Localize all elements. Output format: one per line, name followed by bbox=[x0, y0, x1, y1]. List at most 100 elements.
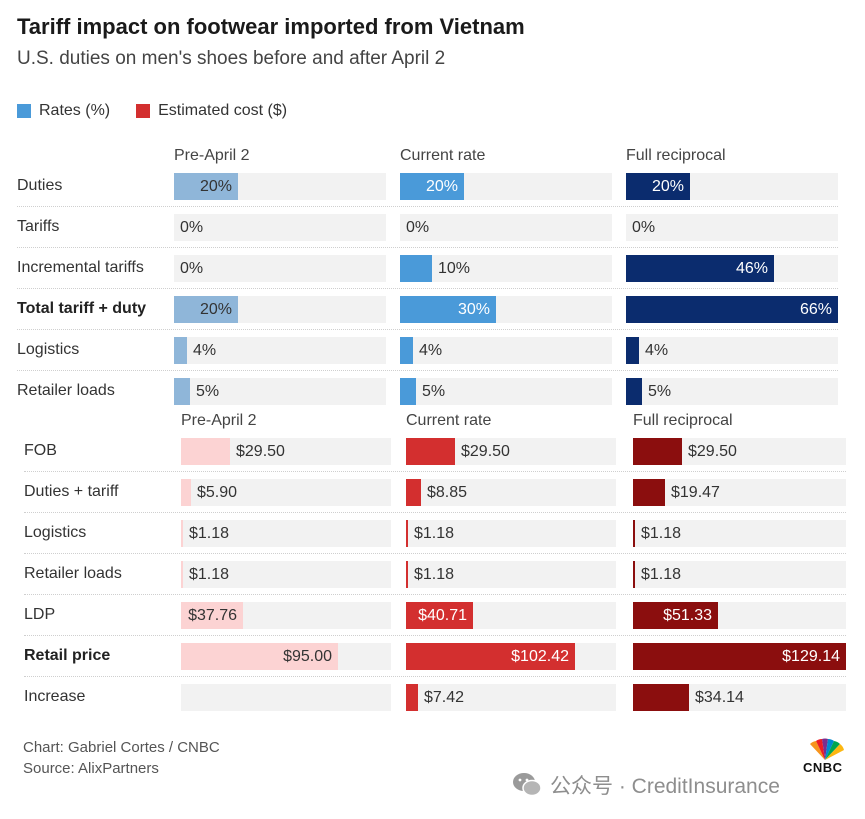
data-label: $95.00 bbox=[283, 647, 332, 665]
data-label: $29.50 bbox=[461, 442, 510, 460]
row-label-rates-incremental-tariffs: Incremental tariffs bbox=[17, 259, 144, 276]
chart-credit: Chart: Gabriel Cortes / CNBC bbox=[23, 739, 220, 756]
bar-track: 5% bbox=[626, 378, 838, 405]
bar-track: $37.76 bbox=[181, 602, 391, 629]
data-label: $1.18 bbox=[641, 524, 682, 542]
bar-track: 20% bbox=[400, 173, 612, 200]
bar-track: $1.18 bbox=[181, 520, 391, 547]
legend: Rates (%) Estimated cost ($) bbox=[17, 102, 287, 120]
bar-rates-duties-pre-april-2 bbox=[174, 173, 238, 200]
column-header-rates-current-rate: Current rate bbox=[400, 147, 486, 164]
legend-label-cost: Estimated cost ($) bbox=[158, 102, 288, 119]
bar-rates-total-tariff-duty-full-reciprocal bbox=[626, 296, 838, 323]
row-separator bbox=[24, 676, 846, 677]
data-label: 20% bbox=[199, 300, 232, 318]
data-label: $29.50 bbox=[236, 442, 285, 460]
data-label: $1.18 bbox=[414, 524, 455, 542]
data-label: $19.47 bbox=[671, 483, 720, 501]
bar-cost-retail-price-pre-april-2 bbox=[181, 643, 338, 670]
bar-track: $40.71 bbox=[406, 602, 616, 629]
bar-track: $1.18 bbox=[406, 561, 616, 588]
data-label: 5% bbox=[648, 382, 672, 400]
bar-rates-duties-full-reciprocal bbox=[626, 173, 690, 200]
column-header-cost-pre-april-2: Pre-April 2 bbox=[181, 412, 257, 429]
watermark-text: 公众号 · CreditInsurance bbox=[550, 775, 780, 798]
bar-track: $95.00 bbox=[181, 643, 391, 670]
row-label-cost-retail-price: Retail price bbox=[24, 647, 111, 664]
column-header-rates-pre-april-2: Pre-April 2 bbox=[174, 147, 250, 164]
bar-track: $102.42 bbox=[406, 643, 616, 670]
data-label: 0% bbox=[180, 218, 204, 236]
bar-rates-total-tariff-duty-pre-april-2 bbox=[174, 296, 238, 323]
bar-cost-ldp-full-reciprocal bbox=[633, 602, 718, 629]
bar-track: 10% bbox=[400, 255, 612, 282]
row-label-cost-increase: Increase bbox=[24, 688, 86, 705]
bar-track: $51.33 bbox=[633, 602, 846, 629]
bar-cost-fob-full-reciprocal bbox=[633, 438, 682, 465]
data-label: 0% bbox=[632, 218, 656, 236]
bar-rates-retailer-loads-pre-april-2 bbox=[174, 378, 190, 405]
row-separator bbox=[17, 206, 838, 207]
legend-item-rates: Rates (%) bbox=[17, 102, 110, 120]
data-label: 46% bbox=[735, 259, 768, 277]
bar-track: $1.18 bbox=[633, 520, 846, 547]
bar-track: $8.85 bbox=[406, 479, 616, 506]
cnbc-peacock-logo bbox=[810, 738, 844, 760]
bar-cost-ldp-pre-april-2 bbox=[181, 602, 243, 629]
data-label: $40.71 bbox=[418, 606, 467, 624]
cnbc-logo-text: CNBC bbox=[803, 760, 843, 775]
bar-rates-total-tariff-duty-current-rate bbox=[400, 296, 496, 323]
data-label: 20% bbox=[425, 177, 458, 195]
wechat-icon bbox=[513, 773, 542, 797]
data-label: $1.18 bbox=[414, 565, 455, 583]
legend-swatch-cost bbox=[136, 104, 151, 118]
bar-track: $1.18 bbox=[633, 561, 846, 588]
bar-rates-logistics-pre-april-2 bbox=[174, 337, 187, 364]
bar-rates-logistics-full-reciprocal bbox=[626, 337, 639, 364]
data-label: 0% bbox=[406, 218, 430, 236]
data-label: $34.14 bbox=[695, 688, 744, 706]
data-label: 10% bbox=[438, 259, 471, 277]
bar-track: 20% bbox=[626, 173, 838, 200]
data-label: $51.33 bbox=[663, 606, 712, 624]
data-label: 4% bbox=[419, 341, 443, 359]
bar-cost-retail-price-full-reciprocal bbox=[633, 643, 846, 670]
row-separator bbox=[24, 553, 846, 554]
data-label: 5% bbox=[196, 382, 220, 400]
data-label: $29.50 bbox=[688, 442, 737, 460]
bar-track: 66% bbox=[626, 296, 838, 323]
row-label-rates-duties: Duties bbox=[17, 177, 63, 194]
bar-cost-duties-tariff-current-rate bbox=[406, 479, 421, 506]
column-header-rates-full-reciprocal: Full reciprocal bbox=[626, 147, 726, 164]
bar-cost-retailer-loads-current-rate bbox=[406, 561, 408, 588]
watermark: 公众号 · CreditInsurance bbox=[512, 770, 780, 800]
row-label-rates-tariffs: Tariffs bbox=[17, 218, 60, 235]
bar-track: 4% bbox=[626, 337, 838, 364]
row-separator bbox=[24, 635, 846, 636]
data-label: 5% bbox=[422, 382, 446, 400]
bar-track: 0% bbox=[174, 214, 386, 241]
bar-rates-duties-current-rate bbox=[400, 173, 464, 200]
data-label: $1.18 bbox=[189, 524, 230, 542]
chart-title: Tariff impact on footwear imported from … bbox=[17, 14, 525, 39]
bar-rates-incremental-tariffs-full-reciprocal bbox=[626, 255, 774, 282]
bar-cost-logistics-full-reciprocal bbox=[633, 520, 635, 547]
bar-track: $19.47 bbox=[633, 479, 846, 506]
data-label: 20% bbox=[651, 177, 684, 195]
bar-track: 0% bbox=[626, 214, 838, 241]
bar-track: 30% bbox=[400, 296, 612, 323]
bar-track: $1.18 bbox=[181, 561, 391, 588]
bar-cost-fob-pre-april-2 bbox=[181, 438, 230, 465]
bar-track: $29.50 bbox=[181, 438, 391, 465]
chart-source: Source: AlixPartners bbox=[23, 760, 159, 777]
bar-rates-retailer-loads-full-reciprocal bbox=[626, 378, 642, 405]
bar-rates-retailer-loads-current-rate bbox=[400, 378, 416, 405]
data-label: $8.85 bbox=[427, 483, 468, 501]
bar-cost-increase-current-rate bbox=[406, 684, 418, 711]
bar-track: 5% bbox=[174, 378, 386, 405]
bar-track: $29.50 bbox=[406, 438, 616, 465]
bar-cost-retail-price-current-rate bbox=[406, 643, 575, 670]
bar-track: 20% bbox=[174, 296, 386, 323]
data-label: $129.14 bbox=[782, 647, 840, 665]
data-label: 20% bbox=[199, 177, 232, 195]
